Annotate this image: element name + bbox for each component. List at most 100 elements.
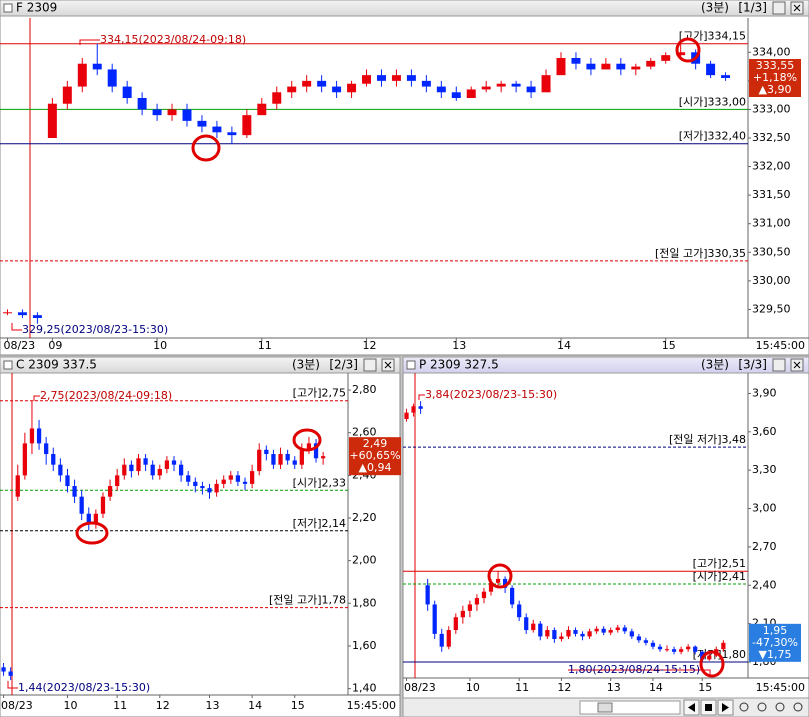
y-tick-label: 331,50 [752,188,791,201]
candle-body [182,109,192,121]
candle-body [136,458,141,472]
candle-body [249,471,255,484]
candle-body [317,80,327,87]
pane-bg [0,0,809,356]
annotation: 334,15(2023/08/24-09:18) [100,33,246,46]
candle-body [302,80,312,87]
candle-body [587,631,592,637]
change: ▼1,75 [759,648,792,661]
candle-body [72,486,77,497]
x-tick-label: 11 [258,339,272,352]
candle-body [661,55,671,61]
highlight-circle [675,37,701,63]
candle-body [36,428,42,444]
highlight-circle [487,563,513,589]
candle-body [100,496,106,514]
candle-body [107,69,117,87]
candle-body [646,60,656,67]
candle-body [510,587,515,605]
candle-body [545,630,550,637]
y-tick-label: 3,60 [752,425,777,438]
scroll-thumb[interactable] [597,702,613,713]
candle-body [580,633,585,637]
y-tick-label: 1,80 [352,596,377,609]
x-tick-label: 08/23 [404,681,436,694]
candle-body [17,312,27,316]
annotation-arrow [33,395,40,401]
candle-body [411,406,416,413]
candle-body [115,475,120,487]
change-pct: -47,30% [752,636,798,649]
candle-body [436,86,446,93]
btn-zoom-out[interactable] [757,702,767,712]
btn-zoom-in[interactable] [739,702,749,712]
pane-interval: (3분) [292,358,320,372]
last-price: 333,55 [756,59,795,72]
candle-body [671,649,677,652]
toolbar [402,697,809,717]
x-tick-label: 10 [153,339,167,352]
pane-title: P 2309 327.5 [419,358,499,372]
candle-body [167,109,177,116]
candle-body [466,89,476,98]
x-tick-label: 13 [206,699,220,712]
last-box [349,437,401,476]
annotation-arrow [7,681,18,689]
title-text: F 2309 [1/3] (3분) [16,1,767,15]
candle-body [227,132,237,136]
candle-body [526,86,536,93]
y-tick-label: 330,50 [752,245,791,258]
y-tick-label: 330,00 [752,274,791,287]
y-tick-label: 329,50 [752,302,791,315]
x-tick-label: 12 [363,339,377,352]
candle-body [193,481,198,487]
annotation: 3,84(2023/08/23-15:30) [425,388,557,401]
btn-max[interactable] [772,1,786,15]
y-tick-label: 3,00 [752,502,777,515]
candle-body [559,636,564,639]
btn-max[interactable] [772,358,786,372]
candle-body [22,443,27,476]
btn-zoom-reset[interactable] [775,702,785,712]
candle-body [278,454,283,465]
candle-body [306,443,312,450]
ref-label: [저가]2,14 [293,517,346,530]
candle-body [686,646,691,650]
candle-body [601,63,611,70]
change-pct: +60,65% [349,449,400,462]
candle-body [77,63,87,87]
candle-body [62,86,72,104]
annotation-arrow [568,669,711,675]
y-tick-label: 2,80 [352,383,377,396]
highlight-circle [292,428,322,452]
x-tick-label: 09 [48,339,62,352]
title-icon [3,360,13,370]
ref-label: [저가]332,40 [679,130,746,143]
scrollbar[interactable] [579,700,681,715]
candle-body [86,513,91,525]
candle-body [541,75,551,93]
title-bar [402,356,809,374]
candle-body [264,449,269,455]
candle-body [362,75,372,84]
candle-body [676,52,686,56]
y-tick-label: 2,40 [752,578,777,591]
btn-max[interactable] [363,358,377,372]
btn-zoom-fit[interactable] [793,702,803,712]
ref-label: [고가]2,75 [293,387,346,400]
pane-bg [0,356,401,717]
x-tick-label: 15 [662,339,676,352]
candle-body [517,604,522,618]
y-tick-label: 1,60 [352,639,377,652]
y-tick-label: 333,00 [752,102,791,115]
title-bar [0,356,401,374]
icon-stop [705,704,712,711]
last-box [749,623,801,662]
candle-body [150,464,155,476]
candle-body [44,443,49,455]
candle-body [376,75,386,81]
candle-body [178,464,184,476]
candle-body [8,671,13,676]
title-icon [406,360,416,370]
